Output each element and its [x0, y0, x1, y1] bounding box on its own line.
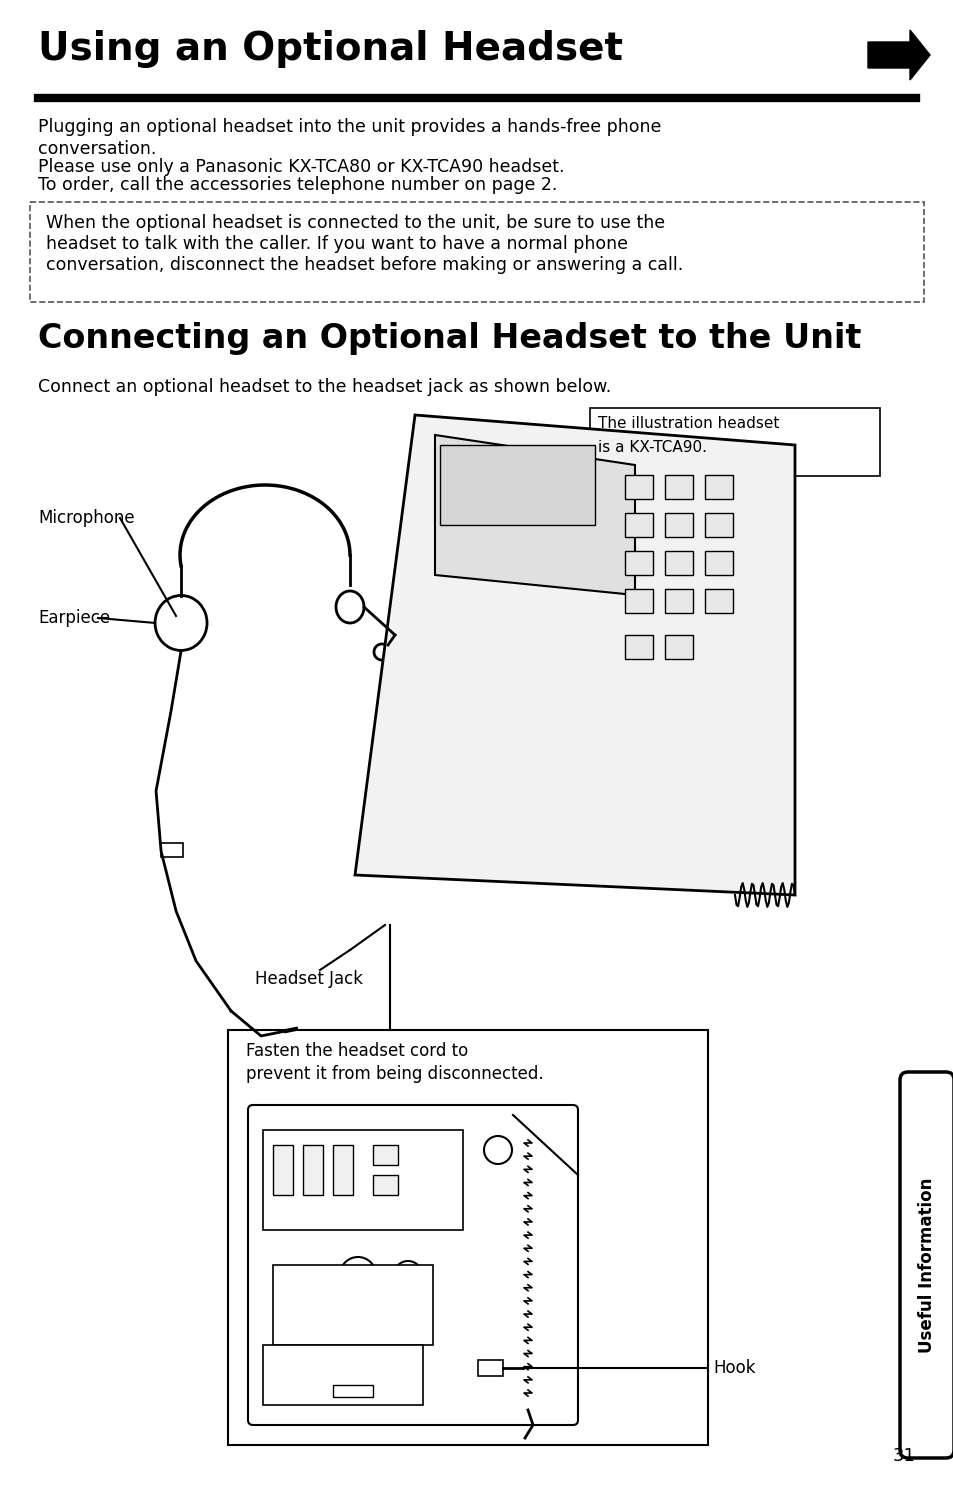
Bar [704, 514, 732, 538]
Bar [328, 1355, 368, 1373]
Text: Headset Jack: Headset Jack [254, 969, 363, 989]
Bar [161, 843, 183, 858]
Text: Hook: Hook [712, 1359, 755, 1377]
Text: prevent it from being disconnected.: prevent it from being disconnected. [246, 1065, 543, 1083]
Text: Earpiece: Earpiece [38, 609, 110, 627]
Bar [704, 590, 732, 613]
Bar [439, 445, 595, 526]
Text: headset to talk with the caller. If you want to have a normal phone: headset to talk with the caller. If you … [46, 235, 627, 253]
Bar [704, 551, 732, 575]
Bar [664, 514, 692, 538]
FancyBboxPatch shape [248, 1105, 578, 1425]
Bar [624, 514, 652, 538]
Bar [333, 1145, 353, 1196]
Bar [664, 475, 692, 499]
Bar [624, 475, 652, 499]
Text: Connecting an Optional Headset to the Unit: Connecting an Optional Headset to the Un… [38, 322, 861, 354]
Bar [273, 1266, 433, 1345]
Text: To order, call the accessories telephone number on page 2.: To order, call the accessories telephone… [38, 176, 557, 194]
FancyBboxPatch shape [30, 203, 923, 302]
Text: Useful Information: Useful Information [917, 1178, 935, 1352]
Bar [333, 1385, 373, 1397]
Bar [624, 590, 652, 613]
Bar [373, 1175, 397, 1196]
Text: Using an Optional Headset: Using an Optional Headset [38, 30, 622, 68]
Bar [624, 551, 652, 575]
Bar [263, 1130, 462, 1230]
Bar [228, 1030, 707, 1444]
Text: conversation.: conversation. [38, 140, 156, 158]
Polygon shape [355, 415, 794, 895]
Bar [589, 408, 879, 476]
Text: Microphone: Microphone [38, 509, 134, 527]
Bar [273, 1145, 293, 1196]
Bar [664, 634, 692, 660]
Bar [704, 475, 732, 499]
Text: Plugging an optional headset into the unit provides a hands-free phone: Plugging an optional headset into the un… [38, 118, 660, 135]
Bar [664, 590, 692, 613]
Bar [477, 1359, 502, 1376]
Text: Please use only a Panasonic KX-TCA80 or KX-TCA90 headset.: Please use only a Panasonic KX-TCA80 or … [38, 158, 564, 176]
Bar [664, 551, 692, 575]
Polygon shape [867, 30, 929, 80]
Bar [263, 1345, 422, 1406]
FancyBboxPatch shape [899, 1072, 953, 1458]
Text: conversation, disconnect the headset before making or answering a call.: conversation, disconnect the headset bef… [46, 256, 682, 274]
Bar [624, 634, 652, 660]
Text: 31: 31 [892, 1447, 915, 1465]
Bar [303, 1145, 323, 1196]
Polygon shape [435, 435, 635, 596]
Text: The illustration headset: The illustration headset [598, 415, 779, 430]
Text: is a KX-TCA90.: is a KX-TCA90. [598, 441, 706, 456]
Text: Fasten the headset cord to: Fasten the headset cord to [246, 1042, 468, 1060]
Bar [373, 1145, 397, 1164]
Text: Connect an optional headset to the headset jack as shown below.: Connect an optional headset to the heads… [38, 378, 611, 396]
Text: When the optional headset is connected to the unit, be sure to use the: When the optional headset is connected t… [46, 214, 664, 232]
